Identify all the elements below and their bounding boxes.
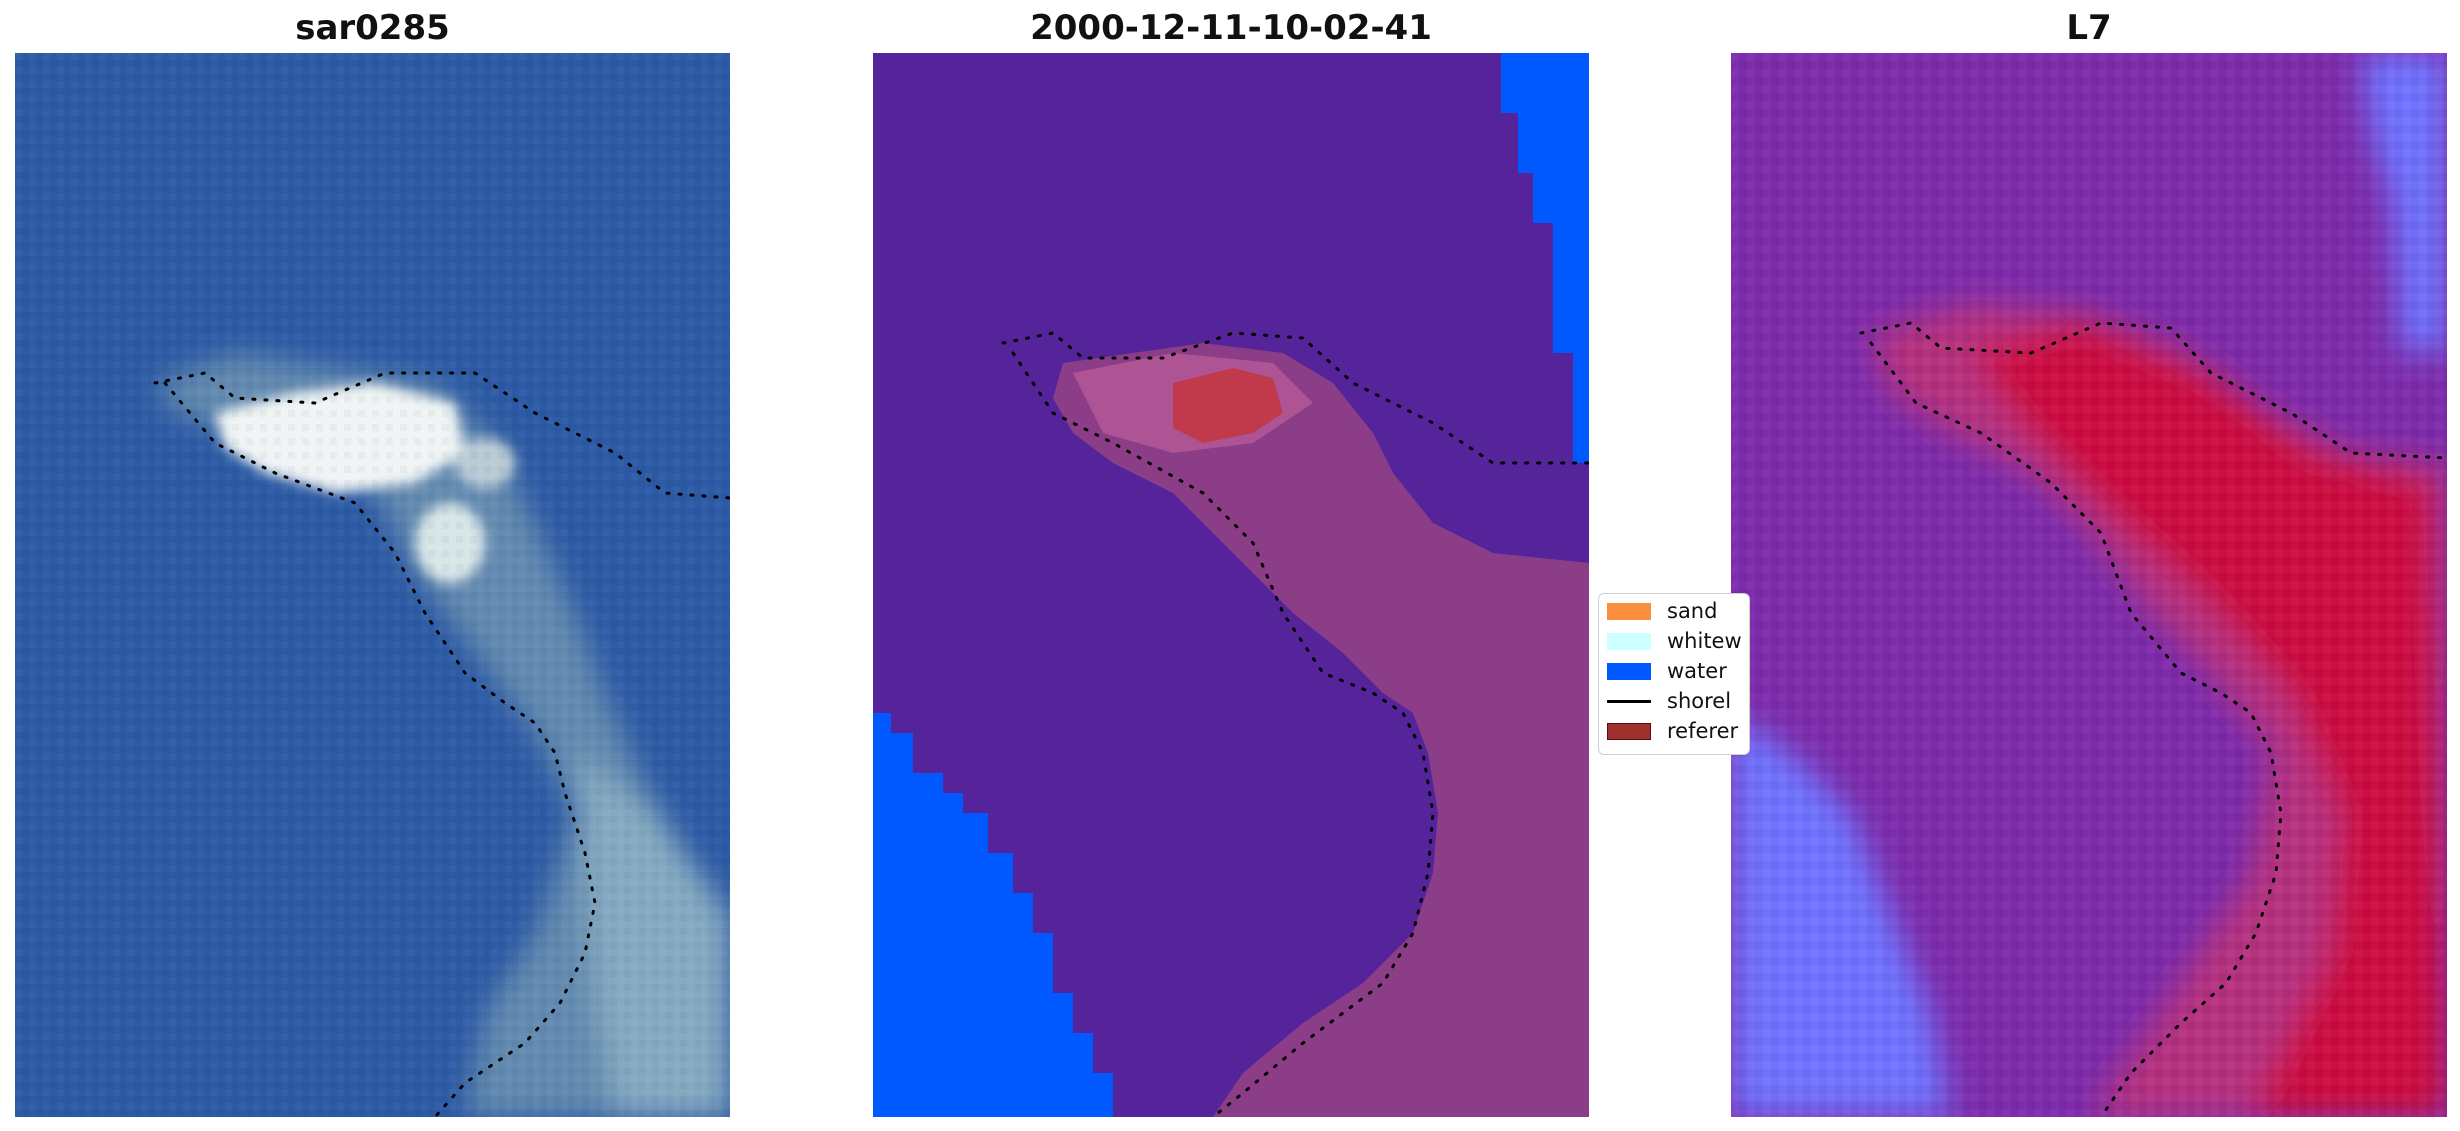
sand-swatch [1607, 602, 1651, 620]
shoreline-dots [153, 371, 730, 1117]
water-class-top-right [1501, 53, 1589, 463]
legend-label-shoreline: shorel [1667, 689, 1732, 713]
legend-label-sand: sand [1667, 599, 1718, 623]
index-image [1731, 53, 2447, 1117]
classified-image-panel [873, 53, 1589, 1117]
reference-class [1173, 368, 1283, 443]
legend-item-shoreline: shorel [1607, 688, 1731, 714]
legend-label-water: water [1667, 659, 1727, 683]
land-class [1053, 343, 1589, 1117]
legend-item-sand: sand [1607, 598, 1717, 624]
reference-swatch [1607, 722, 1651, 740]
index-image-panel [1731, 53, 2447, 1117]
shoreline-swatch [1607, 693, 1651, 710]
legend-item-whitewater: whitew [1607, 628, 1742, 654]
panel-title-2: 2000-12-11-10-02-41 [1030, 8, 1432, 48]
panel-title-1: sar0285 [295, 8, 450, 48]
water-class-bottom-left [873, 713, 1113, 1117]
classified-image [873, 53, 1589, 1117]
legend-item-reference: referer [1607, 718, 1738, 744]
legend: sand whitew water shorel referer [1598, 593, 1750, 755]
rgb-image [15, 53, 730, 1117]
shoreline-dots [1859, 321, 2447, 1117]
legend-item-water: water [1607, 658, 1727, 684]
whitewater-swatch [1607, 632, 1651, 650]
shoreline-dots [1001, 331, 1589, 1117]
panel-title-3: L7 [2066, 8, 2112, 48]
rgb-image-panel [15, 53, 730, 1117]
legend-label-whitewater: whitew [1667, 629, 1742, 653]
legend-label-reference: referer [1667, 719, 1739, 743]
water-swatch [1607, 662, 1651, 680]
